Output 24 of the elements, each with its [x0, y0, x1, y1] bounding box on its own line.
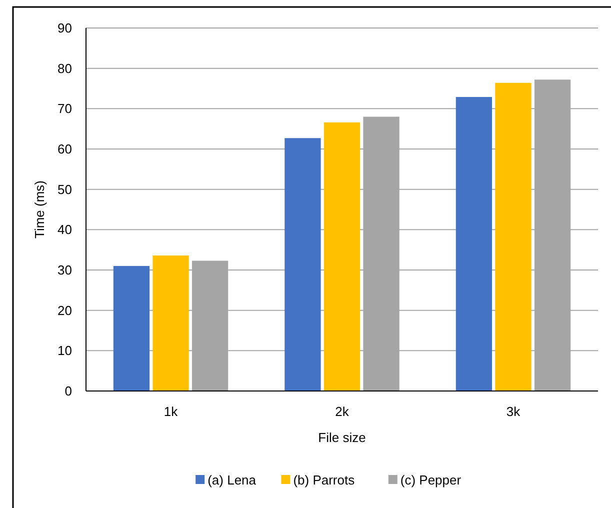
x-tick-label: 1k	[164, 404, 178, 419]
x-tick-label: 2k	[335, 404, 350, 419]
y-tick-label: 30	[58, 262, 72, 278]
bar	[152, 255, 189, 391]
y-tick-label: 0	[64, 384, 72, 399]
y-axis-title: Time (ms)	[32, 180, 47, 239]
bar	[284, 138, 321, 391]
legend-label: (c) Pepper	[400, 472, 462, 488]
bar	[456, 96, 492, 391]
y-tick-label: 20	[58, 302, 72, 318]
legend-label: (b) Parrots	[293, 472, 356, 488]
y-tick-label: 70	[58, 101, 72, 116]
y-tick-label: 90	[58, 20, 72, 36]
y-tick-label: 60	[58, 142, 72, 157]
legend-label: (a) Lena	[208, 472, 257, 488]
y-tick-label: 40	[58, 222, 72, 238]
y-tick-label: 80	[58, 60, 72, 76]
x-tick-label: 3k	[506, 404, 521, 419]
x-axis-title: File size	[318, 430, 366, 445]
y-tick-label: 10	[58, 343, 72, 358]
bar	[113, 266, 150, 391]
y-tick-label: 50	[58, 182, 72, 197]
bar	[495, 82, 532, 391]
bar	[324, 122, 360, 391]
